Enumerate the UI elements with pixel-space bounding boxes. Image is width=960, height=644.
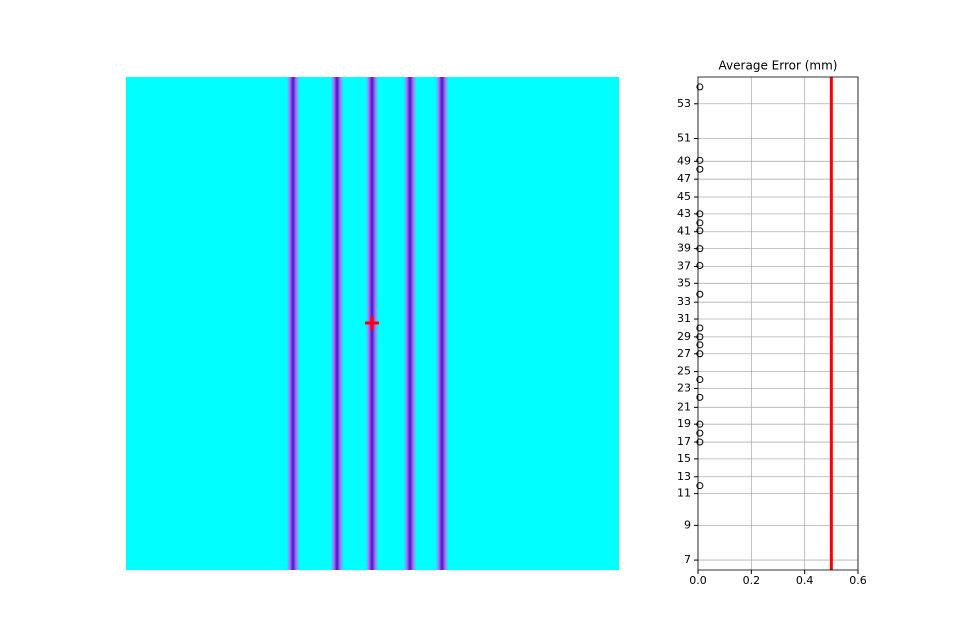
point (696, 83, 704, 91)
y-tick-label: 17 (677, 435, 691, 448)
point (696, 290, 704, 298)
plot-area: 0.0 0.2 0.4 0.6 7 9 11 13 15 17 19 21 23 25 27 29 31 33 35… (677, 77, 867, 587)
point (696, 156, 704, 164)
y-tick-label: 11 (677, 487, 691, 500)
y-tick-label: 13 (677, 470, 691, 483)
stripe (436, 77, 448, 570)
y-tick-label: 41 (677, 225, 691, 238)
y-tick-label: 15 (677, 452, 691, 465)
y-tick-label: 51 (677, 132, 691, 145)
point (696, 420, 704, 428)
y-tick-label: 21 (677, 400, 691, 413)
point (696, 165, 704, 173)
y-tick-label: 33 (677, 295, 691, 308)
point (696, 429, 704, 437)
axes-frame (697, 76, 859, 571)
y-tick-label: 31 (677, 312, 691, 325)
y-tick-label: 49 (677, 154, 691, 167)
image (126, 77, 619, 570)
y-tick-label: 27 (677, 347, 691, 360)
y-tick-label: 39 (677, 242, 691, 255)
y-tick-label: 23 (677, 381, 691, 394)
point (696, 210, 704, 218)
x-tick-label: 0.4 (796, 574, 814, 587)
point (696, 261, 704, 269)
x-tick-label: 0.6 (849, 574, 867, 587)
point (696, 393, 704, 401)
point (696, 438, 704, 446)
y-tick-label: 43 (677, 207, 691, 220)
stripe (287, 77, 299, 570)
point (696, 482, 704, 490)
y-tick-label: 25 (677, 365, 691, 378)
chart-title: Average Error (mm) (719, 59, 838, 73)
y-tick-label: 19 (677, 417, 691, 430)
point (696, 227, 704, 235)
y-tick-label: 45 (677, 190, 691, 203)
point (696, 219, 704, 227)
point (696, 245, 704, 253)
y-tick-label: 47 (677, 172, 691, 185)
center-cross (365, 316, 379, 330)
point (696, 376, 704, 384)
y-tick-label: 7 (684, 553, 691, 566)
y-tick-label: 53 (677, 97, 691, 110)
y-tick-label: 37 (677, 259, 691, 272)
x-tick-label: 0.2 (743, 574, 761, 587)
y-tick-label: 9 (684, 518, 691, 531)
stripe (331, 77, 343, 570)
stripe (404, 77, 416, 570)
point (696, 333, 704, 341)
point (696, 341, 704, 349)
y-tick-label: 35 (677, 276, 691, 289)
x-tick-label: 0.0 (689, 574, 707, 587)
y-tick-label: 29 (677, 330, 691, 343)
point (696, 350, 704, 358)
point (696, 324, 704, 332)
